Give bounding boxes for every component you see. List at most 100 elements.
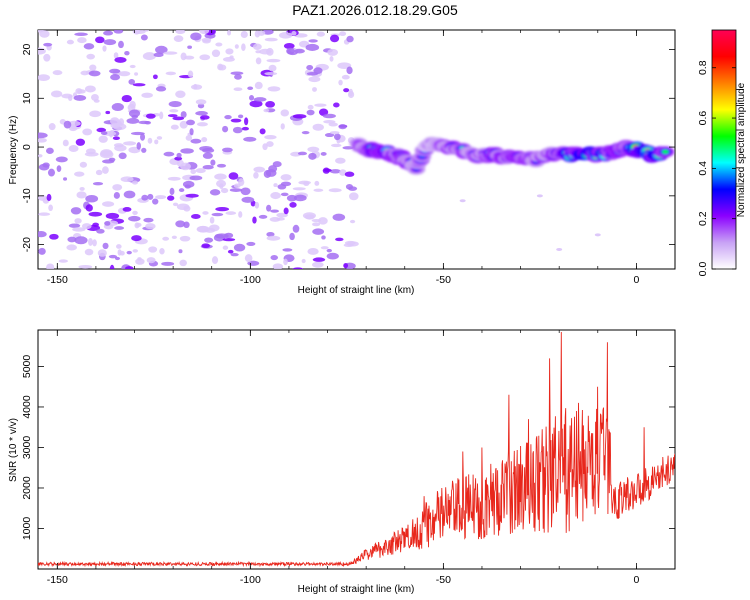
noise-blob [320, 152, 327, 156]
noise-blob [144, 121, 152, 125]
noise-blob [96, 127, 107, 133]
noise-blob [241, 126, 249, 131]
noise-blob [169, 187, 175, 196]
noise-blob [171, 235, 177, 240]
noise-blob [148, 246, 158, 253]
noise-blob [313, 188, 324, 192]
noise-blob [155, 86, 167, 92]
noise-blob [314, 180, 320, 186]
noise-blob [222, 57, 235, 62]
noise-blob [175, 90, 186, 98]
noise-blob [254, 201, 260, 209]
noise-blob [147, 137, 153, 144]
noise-blob [74, 171, 85, 177]
noise-blob [98, 135, 108, 143]
noise-blob [338, 124, 347, 130]
noise-blob [38, 74, 51, 82]
noise-blob [153, 52, 164, 58]
noise-blob [343, 263, 349, 269]
noise-blob [132, 210, 138, 216]
noise-blob [111, 103, 124, 111]
noise-blob [264, 71, 278, 76]
noise-blob [252, 43, 262, 50]
snr-plot: -150 -100 -50 0 1000 2000 3000 4000 5000 Height … [8, 329, 676, 595]
noise-blob [56, 165, 62, 172]
noise-blob [330, 34, 340, 43]
noise-blob [123, 190, 136, 199]
noise-blob [159, 111, 164, 120]
noise-blob [333, 102, 340, 108]
noise-blob [312, 87, 317, 92]
noise-blob [208, 224, 220, 232]
noise-blob [89, 64, 97, 71]
noise-blob [264, 134, 277, 140]
noise-blob [346, 66, 353, 75]
noise-blob [38, 231, 47, 238]
spectrogram-xtick-label: -50 [436, 274, 451, 286]
noise-blob [102, 242, 109, 250]
noise-blob [112, 184, 123, 191]
noise-blob [128, 109, 141, 118]
noise-blob [180, 52, 187, 61]
noise-blob [594, 233, 601, 237]
noise-blob [323, 168, 332, 173]
noise-blob [159, 248, 165, 255]
noise-blob [278, 31, 293, 39]
noise-blob [79, 186, 85, 191]
noise-blob [90, 93, 99, 101]
noise-blob [105, 212, 120, 220]
colorbar-tick-label: 0.4 [697, 161, 709, 176]
noise-blob [343, 88, 350, 93]
noise-blob [204, 237, 214, 243]
noise-blob [211, 212, 224, 217]
noise-blob [283, 258, 288, 266]
noise-blob [196, 122, 208, 127]
noise-blob [233, 183, 241, 189]
noise-blob [302, 212, 316, 220]
noise-blob [305, 43, 320, 51]
colorbar-tick-label: 0.0 [697, 262, 709, 277]
noise-blob [222, 125, 229, 133]
noise-blob [74, 32, 88, 37]
noise-region [38, 30, 601, 269]
chart-title: PAZ1.2026.012.18.29.G05 [292, 2, 458, 18]
noise-blob [128, 215, 141, 222]
noise-blob [178, 188, 185, 193]
spectrogram-ytick-label: 20 [21, 44, 33, 56]
noise-blob [228, 172, 239, 180]
noise-blob [38, 30, 44, 33]
noise-blob [152, 74, 158, 80]
noise-blob [311, 218, 321, 223]
noise-blob [187, 70, 194, 78]
noise-blob [190, 84, 203, 90]
noise-blob [199, 54, 211, 61]
noise-blob [244, 254, 253, 263]
noise-blob [292, 224, 300, 233]
noise-blob [63, 177, 68, 181]
noise-blob [108, 130, 114, 138]
noise-blob [280, 181, 292, 187]
noise-blob [199, 30, 210, 35]
noise-blob [112, 136, 120, 141]
noise-blob [163, 151, 175, 157]
noise-blob [48, 204, 53, 212]
noise-blob [84, 248, 94, 256]
noise-blob [313, 67, 323, 75]
noise-blob [184, 184, 191, 189]
noise-blob [312, 123, 324, 131]
noise-blob [131, 115, 139, 119]
noise-blob [187, 45, 192, 49]
noise-blob [72, 227, 86, 232]
noise-blob [248, 95, 255, 101]
noise-blob [131, 180, 138, 185]
noise-blob [84, 85, 96, 93]
noise-blob [262, 143, 268, 151]
noise-blob [132, 249, 138, 253]
noise-blob [38, 154, 43, 158]
noise-blob [252, 216, 257, 224]
noise-blob [49, 233, 59, 240]
noise-blob [97, 249, 107, 257]
noise-blob [234, 44, 239, 49]
noise-blob [179, 259, 187, 267]
